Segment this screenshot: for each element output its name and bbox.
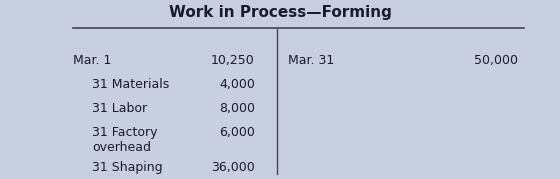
Text: 50,000: 50,000 bbox=[474, 54, 518, 67]
Text: 8,000: 8,000 bbox=[219, 102, 255, 115]
Text: Work in Process—Forming: Work in Process—Forming bbox=[169, 5, 391, 20]
Text: 4,000: 4,000 bbox=[219, 78, 255, 91]
Text: 31 Shaping: 31 Shaping bbox=[92, 161, 163, 174]
Text: 31 Labor: 31 Labor bbox=[92, 102, 147, 115]
Text: 36,000: 36,000 bbox=[211, 161, 255, 174]
Text: 10,250: 10,250 bbox=[211, 54, 255, 67]
Text: Mar. 31: Mar. 31 bbox=[288, 54, 335, 67]
Text: 6,000: 6,000 bbox=[219, 126, 255, 139]
Text: 31 Factory
overhead: 31 Factory overhead bbox=[92, 126, 158, 154]
Text: Mar. 1: Mar. 1 bbox=[73, 54, 111, 67]
Text: 31 Materials: 31 Materials bbox=[92, 78, 170, 91]
